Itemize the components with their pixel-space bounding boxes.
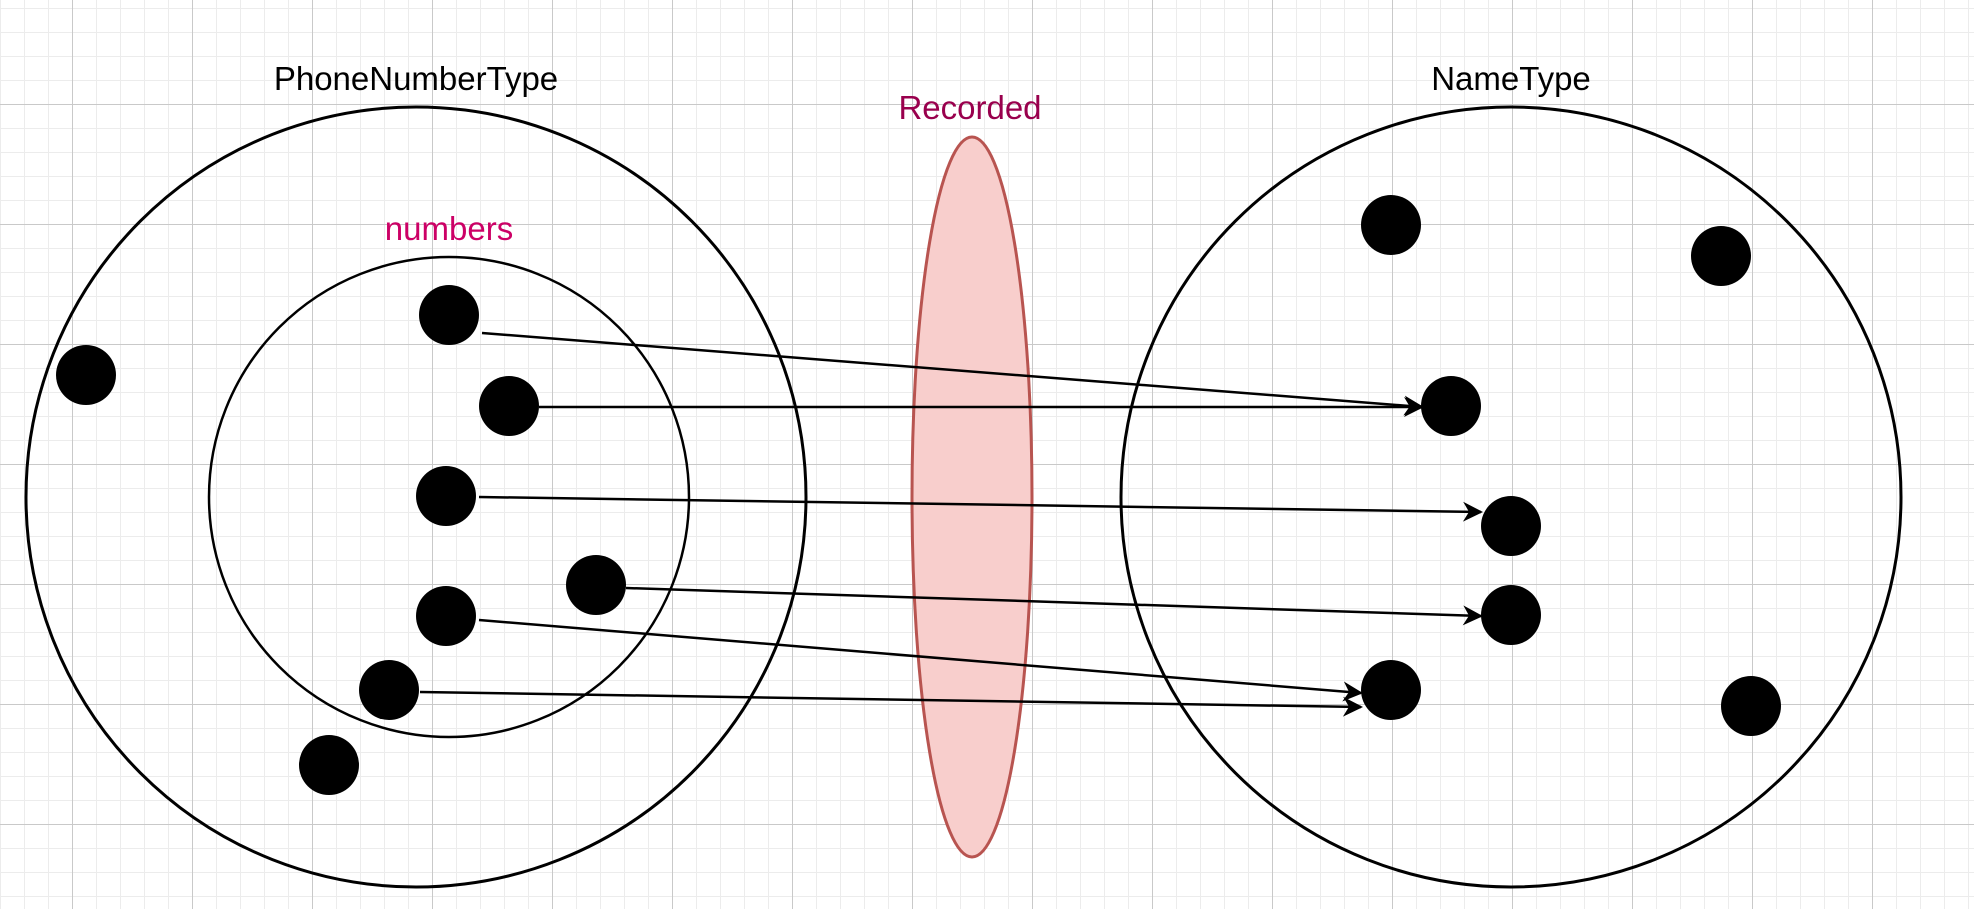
- numbers-label: numbers: [385, 210, 513, 247]
- set-element-dot[interactable]: [479, 376, 539, 436]
- mapping-arrow[interactable]: [478, 495, 1483, 522]
- mapping-arrow[interactable]: [625, 586, 1483, 626]
- set-element-dot[interactable]: [1691, 226, 1751, 286]
- numbers-subset[interactable]: [207, 255, 691, 739]
- mapping-arrow[interactable]: [419, 690, 1363, 717]
- name-type-set[interactable]: [1119, 105, 1903, 889]
- set-element-dot[interactable]: [566, 555, 626, 615]
- set-element-dot[interactable]: [299, 735, 359, 795]
- set-element-dot[interactable]: [416, 586, 476, 646]
- set-element-dot[interactable]: [416, 466, 476, 526]
- name-type-label: NameType: [1431, 60, 1591, 97]
- set-element-dot[interactable]: [56, 345, 116, 405]
- set-element-dot[interactable]: [1421, 376, 1481, 436]
- mapping-arrow[interactable]: [481, 331, 1424, 416]
- phone-number-type-set[interactable]: [24, 105, 808, 889]
- set-element-dot[interactable]: [419, 285, 479, 345]
- set-element-dot[interactable]: [1361, 660, 1421, 720]
- set-element-dot[interactable]: [1481, 496, 1541, 556]
- phone-number-type-label: PhoneNumberType: [274, 60, 558, 97]
- mapping-arrow[interactable]: [478, 618, 1363, 702]
- recorded-relation[interactable]: [910, 135, 1034, 859]
- recorded-label: Recorded: [898, 89, 1041, 126]
- set-element-dot[interactable]: [359, 660, 419, 720]
- set-element-dot[interactable]: [1481, 585, 1541, 645]
- set-element-dot[interactable]: [1721, 676, 1781, 736]
- set-element-dot[interactable]: [1361, 195, 1421, 255]
